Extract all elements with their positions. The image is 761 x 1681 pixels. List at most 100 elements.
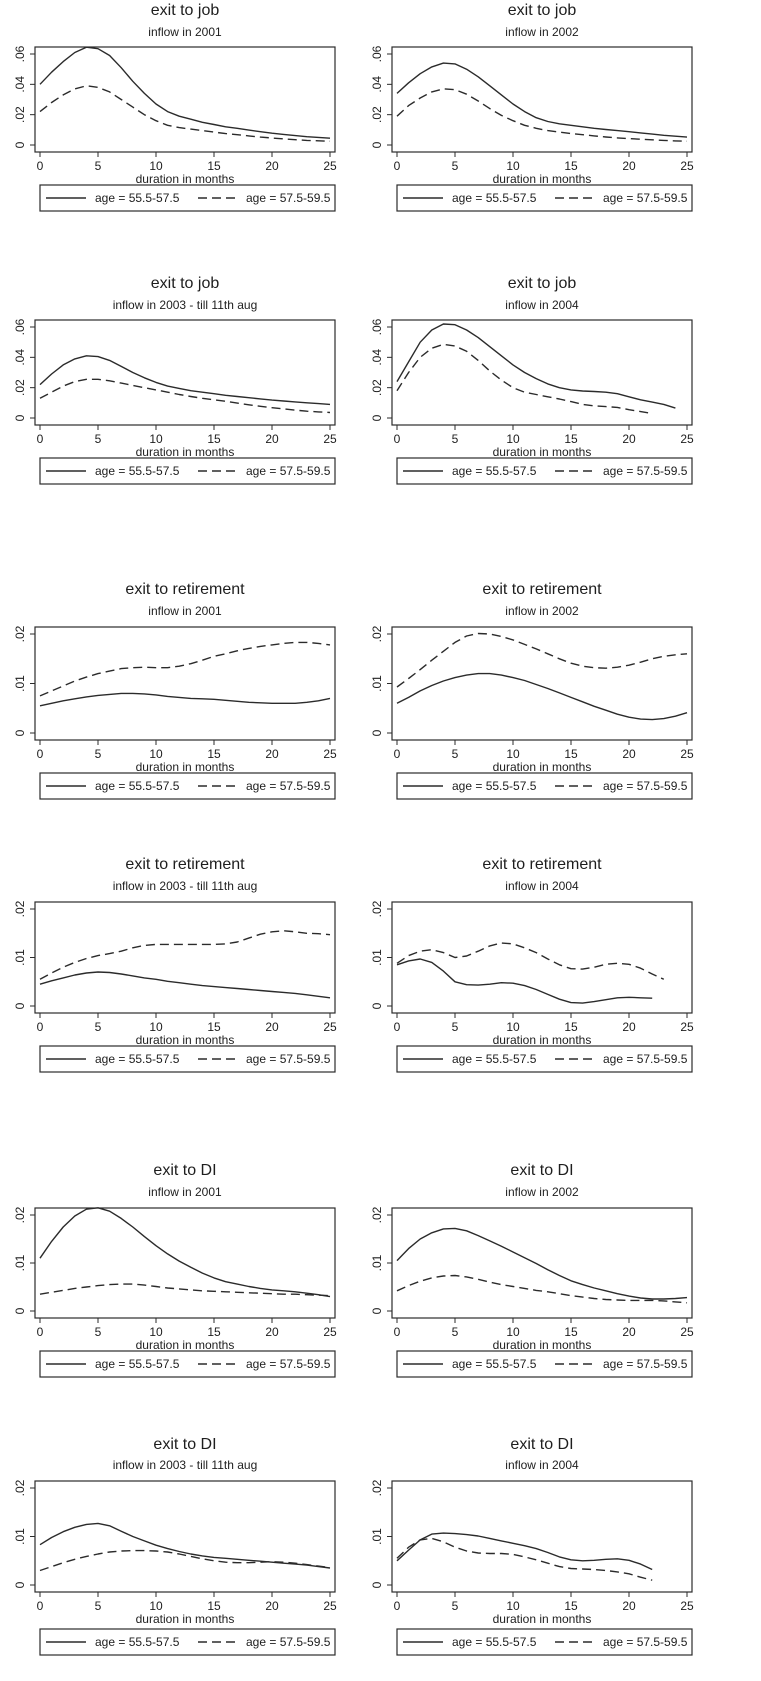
legend-label-dashed: age = 57.5-59.5 [246,464,331,478]
legend-label-dashed: age = 57.5-59.5 [246,1635,331,1649]
chart-title: exit to job [151,2,220,19]
y-tick-label: .02 [13,625,27,642]
y-tick-label: .01 [370,1528,384,1545]
y-tick-label: .02 [13,1479,27,1496]
chart-panel-11: exit to DI inflow in 2003 - till 11th aug… [13,1436,337,1656]
x-axis-label: duration in months [493,1612,592,1626]
y-tick-label: .02 [13,379,27,396]
legend-label-solid: age = 55.5-57.5 [95,779,180,793]
x-tick-label: 5 [452,432,459,446]
chart-title: exit to retirement [125,581,245,598]
chart-title: exit to retirement [125,856,245,873]
legend: age = 55.5-57.5 age = 57.5-59.5 [396,184,693,212]
x-tick-label: 0 [394,159,401,173]
x-axis-label: duration in months [493,445,592,459]
legend: age = 55.5-57.5 age = 57.5-59.5 [39,1350,336,1378]
chart-panel-3: exit to job inflow in 2003 - till 11th au… [13,275,337,485]
legend-label-solid: age = 55.5-57.5 [452,1635,537,1649]
series-line-solid [39,1207,331,1298]
series-line-dashed [39,930,331,980]
chart-panel-8: exit to retirement inflow in 2004 0 .01 .02 0… [370,856,694,1073]
series-line-solid [396,1227,688,1300]
series-line-dashed [39,1549,331,1572]
series-line-dashed [396,1274,688,1304]
x-tick-label: 5 [95,747,102,761]
x-tick-label: 15 [564,1325,578,1339]
y-tick-label: 0 [13,1002,27,1009]
legend-box [396,1045,693,1073]
chart-panel-9: exit to DI inflow in 2001 0 .01 .02 0 5 10 15 20 2… [13,1162,337,1378]
x-tick-label: 15 [564,432,578,446]
legend: age = 55.5-57.5 age = 57.5-59.5 [39,1628,336,1656]
x-tick-label: 15 [207,159,221,173]
series-line-solid [396,62,688,138]
x-tick-label: 20 [622,1599,636,1613]
series-line-dashed [39,1283,331,1297]
chart-subtitle: inflow in 2004 [505,298,579,312]
x-axis-label: duration in months [493,760,592,774]
x-tick-label: 10 [506,1020,520,1034]
series-line-dashed [396,1537,653,1581]
y-tick-label: .04 [370,349,384,366]
x-axis-label: duration in months [136,1612,235,1626]
y-tick-label: .01 [13,675,27,692]
y-tick-label: .01 [370,675,384,692]
x-tick-label: 0 [394,1325,401,1339]
x-tick-label: 5 [95,1325,102,1339]
chart-title: exit to DI [510,1162,573,1179]
x-tick-label: 20 [622,432,636,446]
chart-title: exit to retirement [482,581,602,598]
legend-box [39,457,336,485]
x-tick-label: 25 [323,1020,337,1034]
series-line-solid [396,1532,653,1571]
x-tick-label: 10 [149,747,163,761]
y-tick-label: .06 [13,318,27,335]
x-tick-label: 10 [149,1599,163,1613]
y-tick-label: 0 [13,1581,27,1588]
legend-box [39,1350,336,1378]
x-tick-label: 25 [680,159,694,173]
plot-frame [34,46,336,153]
y-tick-label: .02 [13,900,27,917]
x-tick-label: 15 [207,432,221,446]
x-tick-label: 20 [622,159,636,173]
legend: age = 55.5-57.5 age = 57.5-59.5 [396,1350,693,1378]
legend-box [39,1045,336,1073]
legend-label-solid: age = 55.5-57.5 [452,191,537,205]
legend-box [396,772,693,800]
x-tick-label: 20 [265,747,279,761]
chart-subtitle: inflow in 2002 [505,1185,579,1199]
y-tick-label: .04 [370,76,384,93]
legend-box [396,1350,693,1378]
x-tick-label: 20 [622,1020,636,1034]
x-tick-label: 0 [394,1020,401,1034]
plot-frame [34,1207,336,1319]
series-line-solid [396,323,676,409]
x-tick-label: 25 [680,432,694,446]
x-tick-label: 5 [452,747,459,761]
y-tick-label: .06 [370,318,384,335]
legend: age = 55.5-57.5 age = 57.5-59.5 [39,1045,336,1073]
plot-frame [34,1480,336,1593]
x-tick-label: 15 [207,1325,221,1339]
legend-label-dashed: age = 57.5-59.5 [603,779,688,793]
x-axis-label: duration in months [493,172,592,186]
y-tick-label: .02 [13,1206,27,1223]
x-tick-label: 5 [95,1020,102,1034]
x-tick-label: 0 [37,159,44,173]
x-tick-label: 10 [506,1325,520,1339]
series-line-dashed [396,632,688,688]
x-tick-label: 5 [452,1599,459,1613]
legend-label-solid: age = 55.5-57.5 [95,191,180,205]
y-tick-label: .02 [370,1479,384,1496]
x-tick-label: 25 [323,432,337,446]
x-tick-label: 20 [622,1325,636,1339]
y-tick-label: .02 [370,379,384,396]
x-tick-label: 15 [564,747,578,761]
x-tick-label: 10 [149,1020,163,1034]
series-line-solid [39,692,331,707]
chart-subtitle: inflow in 2001 [148,1185,222,1199]
plot-frame [391,1207,693,1319]
chart-subtitle: inflow in 2002 [505,604,579,618]
legend: age = 55.5-57.5 age = 57.5-59.5 [396,1628,693,1656]
